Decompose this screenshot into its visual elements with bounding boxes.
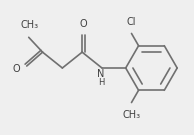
Text: N: N [97, 69, 105, 79]
Text: CH₃: CH₃ [21, 20, 39, 30]
Text: O: O [79, 19, 87, 29]
Text: O: O [12, 64, 20, 74]
Text: Cl: Cl [127, 16, 136, 26]
Text: CH₃: CH₃ [122, 110, 141, 120]
Text: H: H [98, 78, 104, 87]
